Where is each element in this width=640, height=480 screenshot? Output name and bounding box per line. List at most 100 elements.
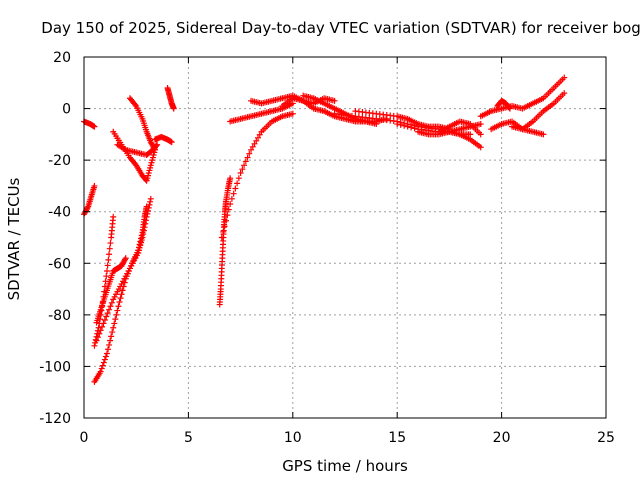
y-tick-label: -60 (48, 256, 71, 272)
data-point (151, 145, 158, 152)
data-point (221, 223, 228, 230)
data-point (122, 255, 129, 262)
chart-title: Day 150 of 2025, Sidereal Day-to-day VTE… (41, 19, 640, 37)
data-point (253, 137, 260, 144)
data-point (506, 105, 513, 112)
data-point (100, 320, 107, 327)
data-point (540, 131, 547, 138)
data-point (106, 245, 113, 252)
data-point (103, 268, 110, 275)
data-point (237, 170, 244, 177)
series-track-26 (488, 118, 547, 138)
series-track-10 (126, 95, 158, 153)
data-point (99, 362, 106, 369)
data-point (255, 134, 261, 141)
data-point (91, 182, 98, 189)
data-point (112, 316, 119, 323)
series-track-27 (494, 97, 513, 112)
data-point (241, 162, 248, 169)
data-point (103, 313, 110, 320)
data-point (289, 110, 296, 117)
data-point (113, 311, 120, 318)
data-point (104, 310, 111, 317)
data-point (107, 240, 114, 247)
y-tick-label: -100 (39, 359, 71, 375)
data-point (143, 203, 150, 210)
data-point (107, 337, 114, 344)
data-point (411, 125, 418, 132)
data-point (138, 232, 145, 239)
data-point (137, 238, 144, 245)
data-point (232, 185, 239, 192)
x-tick-label: 0 (80, 430, 89, 446)
y-tick-label: -40 (48, 205, 71, 221)
data-point (147, 195, 154, 202)
data-point (91, 342, 98, 349)
data-point (228, 195, 235, 202)
y-tick-label: -80 (48, 308, 71, 324)
x-tick-label: 10 (284, 430, 302, 446)
data-point (122, 256, 129, 263)
data-point (218, 234, 225, 241)
data-point (106, 341, 113, 348)
x-tick-label: 25 (597, 430, 615, 446)
x-tick-label: 5 (184, 430, 193, 446)
data-point (110, 324, 117, 331)
series-track-05 (93, 255, 129, 326)
data-point (101, 356, 108, 363)
x-tick-label: 15 (388, 430, 406, 446)
data-point (94, 334, 101, 341)
data-point (103, 350, 110, 357)
data-point (97, 368, 104, 375)
data-point (99, 323, 106, 330)
x-tick-label: 20 (493, 430, 511, 446)
data-point (467, 131, 474, 138)
y-tick-label: -120 (39, 411, 71, 427)
data-point (105, 256, 112, 263)
series-track-07 (135, 203, 150, 254)
data-point (136, 241, 143, 248)
data-point (248, 146, 255, 153)
data-point (109, 329, 116, 336)
data-point (225, 206, 232, 213)
data-point (477, 144, 484, 151)
data-point (108, 299, 115, 306)
series-track-01 (81, 118, 98, 130)
data-point (230, 190, 237, 197)
data-point (100, 359, 107, 366)
data-point (114, 307, 121, 314)
data-point (249, 143, 256, 150)
data-point (121, 145, 128, 152)
data-point (401, 122, 408, 129)
data-point (561, 74, 568, 81)
y-tick-label: 0 (62, 102, 71, 118)
data-point (108, 333, 115, 340)
data-point (170, 105, 177, 112)
x-axis-label: GPS time / hours (282, 457, 408, 475)
data-point (138, 235, 145, 242)
data-point (246, 150, 253, 157)
series-track-12 (164, 84, 177, 112)
data-point (111, 320, 118, 327)
data-point (235, 175, 242, 182)
data-point (222, 217, 229, 224)
data-markers (81, 74, 568, 385)
data-point (477, 131, 484, 138)
data-point (132, 161, 139, 168)
data-point (91, 123, 98, 130)
data-point (135, 244, 142, 251)
data-point (96, 330, 103, 337)
axis-ticks (83, 56, 607, 419)
data-point (84, 204, 91, 211)
data-point (106, 306, 113, 313)
data-point (132, 101, 139, 108)
data-point (98, 365, 105, 372)
y-tick-label: -20 (48, 153, 71, 169)
y-tick-label: 20 (53, 50, 71, 66)
data-point (220, 228, 227, 235)
data-point (256, 131, 263, 138)
data-point (331, 97, 338, 104)
series-track-24 (477, 74, 568, 120)
data-point (103, 273, 110, 280)
